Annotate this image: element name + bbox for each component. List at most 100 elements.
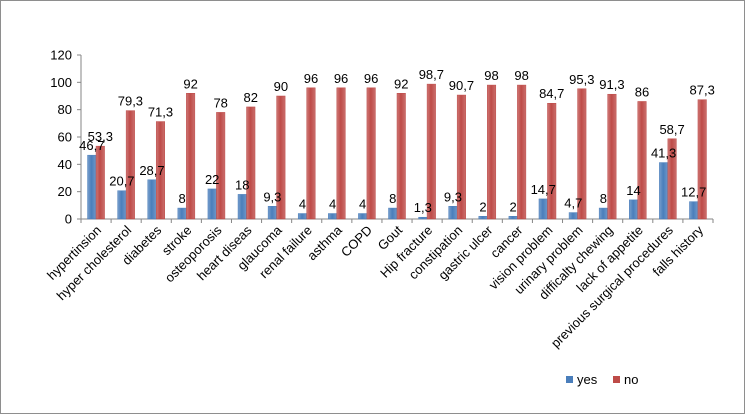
bar-yes: [538, 198, 548, 220]
data-label-no: 92: [394, 76, 408, 91]
data-label-yes: 12,7: [681, 185, 706, 200]
y-tick-label: 40: [58, 157, 72, 172]
data-label-no: 96: [364, 71, 378, 86]
bar-yes: [87, 154, 97, 220]
data-label-no: 71,3: [148, 105, 173, 120]
bar-no: [667, 138, 677, 220]
legend-swatch-no: [613, 376, 620, 383]
y-tick-label: 100: [50, 75, 72, 90]
bar-no: [186, 93, 196, 220]
data-label-yes: 41,3: [651, 146, 676, 161]
bar-yes: [388, 207, 398, 220]
data-label-no: 58,7: [659, 122, 684, 137]
bar-yes: [568, 212, 578, 220]
y-tick-label: 60: [58, 130, 72, 145]
y-tick-label: 20: [58, 184, 72, 199]
bar-yes: [418, 216, 428, 220]
data-label-no: 96: [304, 71, 318, 86]
data-label-yes: 18: [235, 177, 249, 192]
bar-no: [155, 121, 165, 220]
bar-no: [336, 87, 346, 220]
bar-no: [517, 84, 527, 220]
data-label-yes: 46,7: [79, 138, 104, 153]
data-label-no: 87,3: [690, 83, 715, 98]
bar-yes: [297, 213, 307, 220]
data-label-yes: 1,3: [414, 200, 432, 215]
data-label-no: 86: [635, 84, 649, 99]
data-label-yes: 2: [510, 199, 517, 214]
bar-no: [487, 84, 497, 220]
data-label-yes: 4,7: [564, 196, 582, 211]
chart-bars: [87, 83, 707, 220]
bar-yes: [448, 206, 458, 220]
data-label-yes: 4: [299, 197, 306, 212]
data-label-yes: 20,7: [109, 174, 134, 189]
bar-yes: [508, 216, 518, 220]
category-label: COPD: [338, 223, 375, 260]
chart-legend: yes no: [566, 372, 638, 387]
bar-yes: [689, 201, 699, 220]
data-label-no: 79,3: [118, 94, 143, 109]
category-label: asthma: [304, 222, 345, 263]
data-label-no: 90: [274, 79, 288, 94]
bar-yes: [237, 194, 247, 220]
bar-no: [697, 99, 707, 220]
data-label-yes: 8: [600, 191, 607, 206]
bar-no: [95, 145, 105, 220]
data-label-no: 90,7: [449, 78, 474, 93]
data-label-yes: 4: [329, 197, 336, 212]
bar-yes: [659, 162, 669, 220]
bar-no: [366, 87, 376, 220]
bar-no: [306, 87, 316, 220]
bar-no: [125, 110, 135, 220]
data-label-no: 92: [183, 76, 197, 91]
bar-yes: [478, 216, 488, 220]
data-label-yes: 2: [479, 199, 486, 214]
bar-no: [246, 106, 256, 220]
legend-label-no: no: [624, 372, 638, 387]
bar-yes: [267, 206, 277, 220]
data-label-no: 96: [334, 71, 348, 86]
bar-yes: [328, 213, 338, 220]
legend-swatch-yes: [566, 376, 573, 383]
data-label-no: 95,3: [569, 72, 594, 87]
data-label-no: 78: [213, 95, 227, 110]
bar-yes: [147, 179, 157, 220]
bar-no: [637, 101, 647, 220]
bar-yes: [358, 213, 368, 220]
data-label-yes: 14,7: [531, 182, 556, 197]
data-label-yes: 4: [359, 197, 366, 212]
data-label-no: 98: [514, 68, 528, 83]
y-tick-label: 80: [58, 102, 72, 117]
y-tick-label: 120: [50, 48, 72, 63]
bar-no: [216, 112, 226, 220]
bar-yes: [598, 207, 608, 220]
bar-no: [547, 102, 557, 220]
data-label-no: 98,7: [419, 67, 444, 82]
bar-no: [426, 83, 436, 220]
bar-yes: [177, 207, 187, 220]
data-label-yes: 28,7: [139, 163, 164, 178]
data-label-yes: 9,3: [263, 189, 281, 204]
data-label-yes: 8: [178, 191, 185, 206]
data-label-yes: 8: [389, 191, 396, 206]
data-label-no: 98: [484, 68, 498, 83]
bar-no: [607, 93, 617, 220]
legend-label-yes: yes: [577, 372, 598, 387]
chart-data-labels: 46,753,3 20,7 79,3 28,7 71,3 8 92 2 2 78 18 82 9,3 90…: [79, 67, 715, 215]
data-label-no: 82: [244, 90, 258, 105]
bar-no: [577, 88, 587, 220]
y-tick-label: 0: [65, 212, 72, 227]
bar-yes: [207, 188, 217, 220]
data-label-no: 53,3: [88, 129, 113, 144]
bar-no: [276, 95, 286, 220]
bar-yes: [117, 190, 127, 220]
data-label-no: 91,3: [599, 77, 624, 92]
data-label-no: 84,7: [539, 86, 564, 101]
data-label-yes: 14: [626, 183, 640, 198]
bar-no: [396, 93, 406, 220]
bar-no: [456, 94, 466, 220]
data-label-yes: 9,3: [444, 189, 462, 204]
